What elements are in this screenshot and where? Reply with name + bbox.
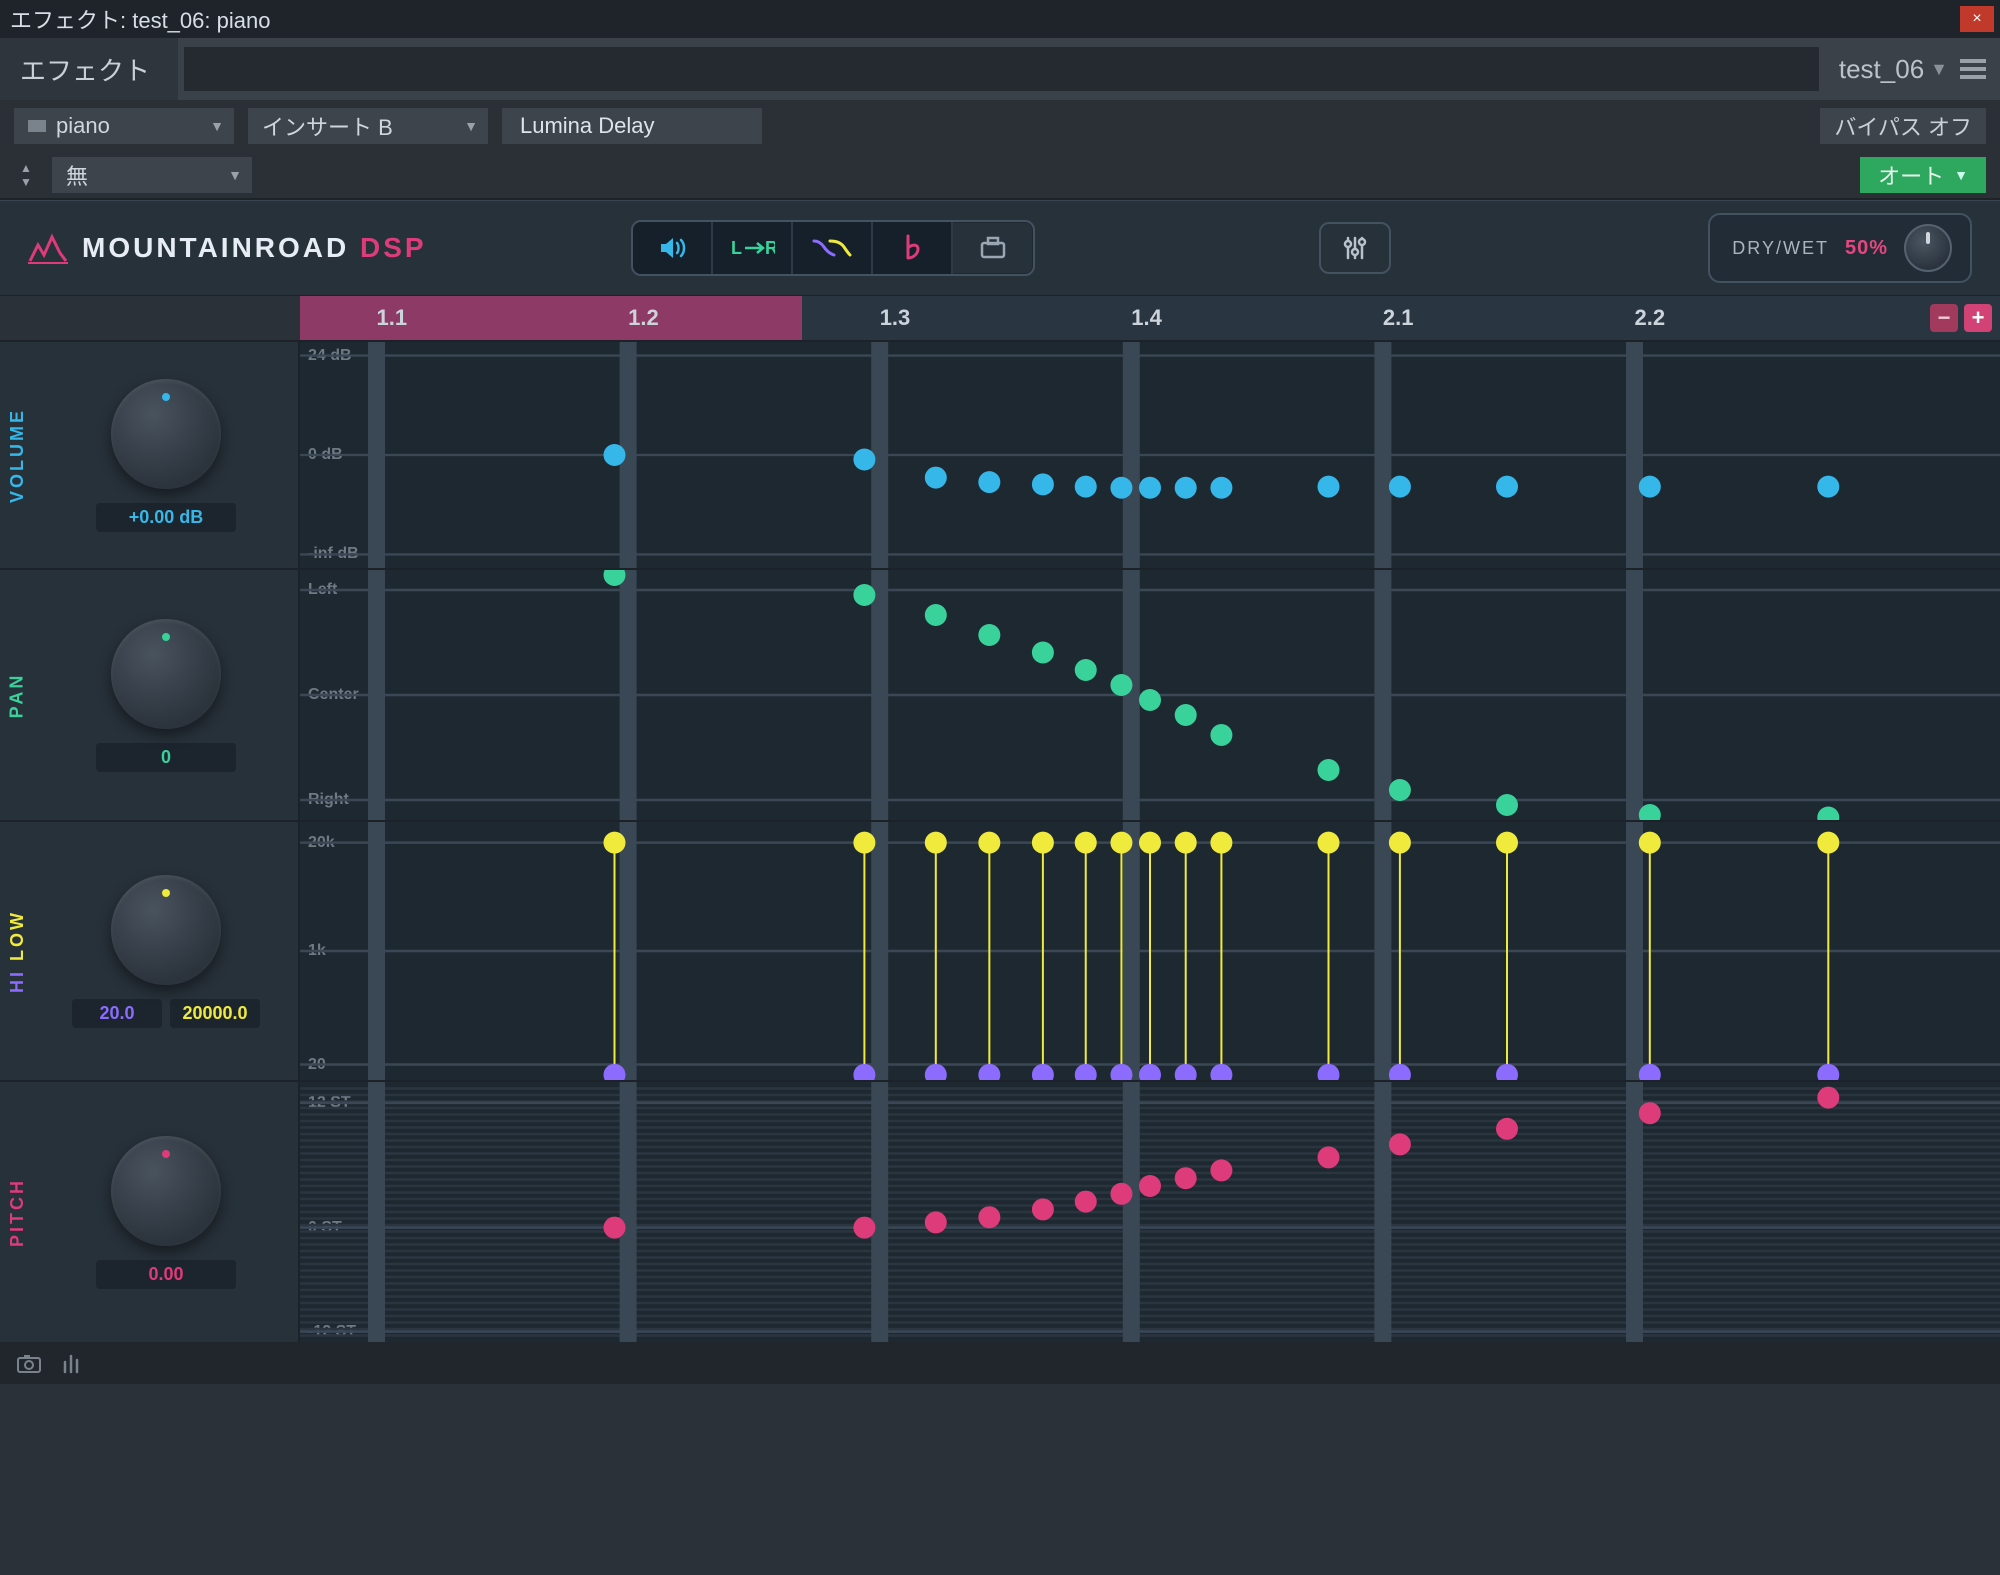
pitch-graph[interactable]: 12 ST0 ST-12 ST: [300, 1082, 2000, 1342]
dest-name: 無: [66, 159, 88, 191]
zoom-out-button[interactable]: −: [1930, 304, 1958, 332]
preset-selector[interactable]: test_06 ▼: [1825, 54, 2000, 85]
low-value[interactable]: 20.0: [72, 999, 162, 1028]
insert-select[interactable]: インサート B ▼: [248, 108, 488, 144]
pan-graph[interactable]: LeftCenterRight: [300, 570, 2000, 820]
volume-lane-label: VOLUME: [0, 342, 34, 568]
brand-logo-area: MOUNTAINROAD DSP: [28, 231, 427, 265]
effect-section-label: エフェクト: [0, 38, 178, 100]
pan-value[interactable]: 0: [96, 743, 236, 772]
plugin-name-display[interactable]: Lumina Delay: [502, 108, 762, 144]
volume-tool[interactable]: [633, 222, 713, 274]
host-row-3: ▲▼ 無 ▼ オート ▼: [0, 152, 2000, 200]
brand-name: MOUNTAINROAD DSP: [82, 232, 427, 264]
svg-text:L: L: [731, 238, 742, 258]
host-row-2: piano ▼ インサート B ▼ Lumina Delay バイパス オフ: [0, 100, 2000, 152]
drywet-control: DRY/WET 50%: [1708, 213, 1972, 283]
lanes-container: VOLUME +0.00 dB 24 dB0 dB-inf dB PAN 0 L…: [0, 340, 2000, 1342]
preset-name: test_06: [1839, 54, 1924, 85]
sliders-icon: [1341, 234, 1369, 262]
zoom-in-button[interactable]: +: [1964, 304, 1992, 332]
pitch-lane-label: PITCH: [0, 1082, 34, 1342]
track-name: piano: [56, 113, 110, 139]
pitch-value[interactable]: 0.00: [96, 1260, 236, 1289]
pitch-lane: PITCH 0.00 12 ST0 ST-12 ST: [0, 1080, 2000, 1342]
chevron-down-icon: ▼: [228, 167, 242, 183]
dest-select[interactable]: 無 ▼: [52, 157, 252, 193]
lane-tool-group: LR: [631, 220, 1035, 276]
close-button[interactable]: ×: [1960, 6, 1994, 32]
chevron-down-icon: ▼: [1954, 167, 1968, 183]
mixer-button[interactable]: [1319, 222, 1391, 274]
drywet-value[interactable]: 50%: [1845, 237, 1888, 260]
bypass-button[interactable]: バイパス オフ: [1820, 108, 1986, 144]
volume-lane: VOLUME +0.00 dB 24 dB0 dB-inf dB: [0, 340, 2000, 568]
chevron-down-icon: ▼: [1930, 59, 1948, 80]
pan-tool[interactable]: LR: [713, 222, 793, 274]
track-icon: [28, 120, 46, 132]
pitch-tool[interactable]: [873, 222, 953, 274]
window-titlebar: エフェクト: test_06: piano ×: [0, 0, 2000, 38]
pan-side-panel: PAN 0: [0, 570, 300, 820]
hilow-graph[interactable]: 20k1k20: [300, 822, 2000, 1080]
levels-icon[interactable]: [60, 1352, 82, 1374]
chevron-down-icon: ▼: [210, 118, 224, 134]
svg-text:R: R: [765, 238, 775, 258]
window-title: エフェクト: test_06: piano: [10, 3, 270, 35]
footer-bar: [0, 1342, 2000, 1384]
track-select[interactable]: piano ▼: [14, 108, 234, 144]
plugin-header: MOUNTAINROAD DSP LR DRY/WET 50%: [0, 200, 2000, 296]
volume-side-panel: VOLUME +0.00 dB: [0, 342, 300, 568]
spinner-icon[interactable]: ▲▼: [14, 161, 38, 189]
pitch-knob[interactable]: [111, 1136, 221, 1246]
hilow-side-panel: HI LOW 20.0 20000.0: [0, 822, 300, 1080]
timeline-ruler-row: 1.11.21.31.42.12.2−+: [0, 296, 2000, 340]
menu-icon[interactable]: [1960, 59, 1986, 79]
fx-tool[interactable]: [953, 222, 1033, 274]
chevron-down-icon: ▼: [464, 118, 478, 134]
preset-name-field[interactable]: [184, 47, 1819, 91]
pan-lane: PAN 0 LeftCenterRight: [0, 568, 2000, 820]
timeline-ruler[interactable]: 1.11.21.31.42.12.2−+: [300, 296, 2000, 340]
camera-icon[interactable]: [16, 1352, 42, 1374]
volume-graph[interactable]: 24 dB0 dB-inf dB: [300, 342, 2000, 568]
pitch-side-panel: PITCH 0.00: [0, 1082, 300, 1342]
pan-knob[interactable]: [111, 619, 221, 729]
hilow-lane-label: HI LOW: [0, 822, 34, 1080]
mountain-logo-icon: [28, 231, 68, 265]
volume-knob[interactable]: [111, 379, 221, 489]
plugin-name: Lumina Delay: [520, 113, 655, 139]
pan-lane-label: PAN: [0, 570, 34, 820]
host-header: エフェクト test_06 ▼: [0, 38, 2000, 100]
drywet-knob[interactable]: [1904, 224, 1952, 272]
filter-tool[interactable]: [793, 222, 873, 274]
automation-mode-button[interactable]: オート ▼: [1860, 157, 1986, 193]
hi-value[interactable]: 20000.0: [170, 999, 260, 1028]
volume-value[interactable]: +0.00 dB: [96, 503, 236, 532]
drywet-label: DRY/WET: [1732, 238, 1829, 259]
insert-name: インサート B: [262, 110, 393, 142]
hilow-lane: HI LOW 20.0 20000.0 20k1k20: [0, 820, 2000, 1080]
hilow-knob[interactable]: [111, 875, 221, 985]
